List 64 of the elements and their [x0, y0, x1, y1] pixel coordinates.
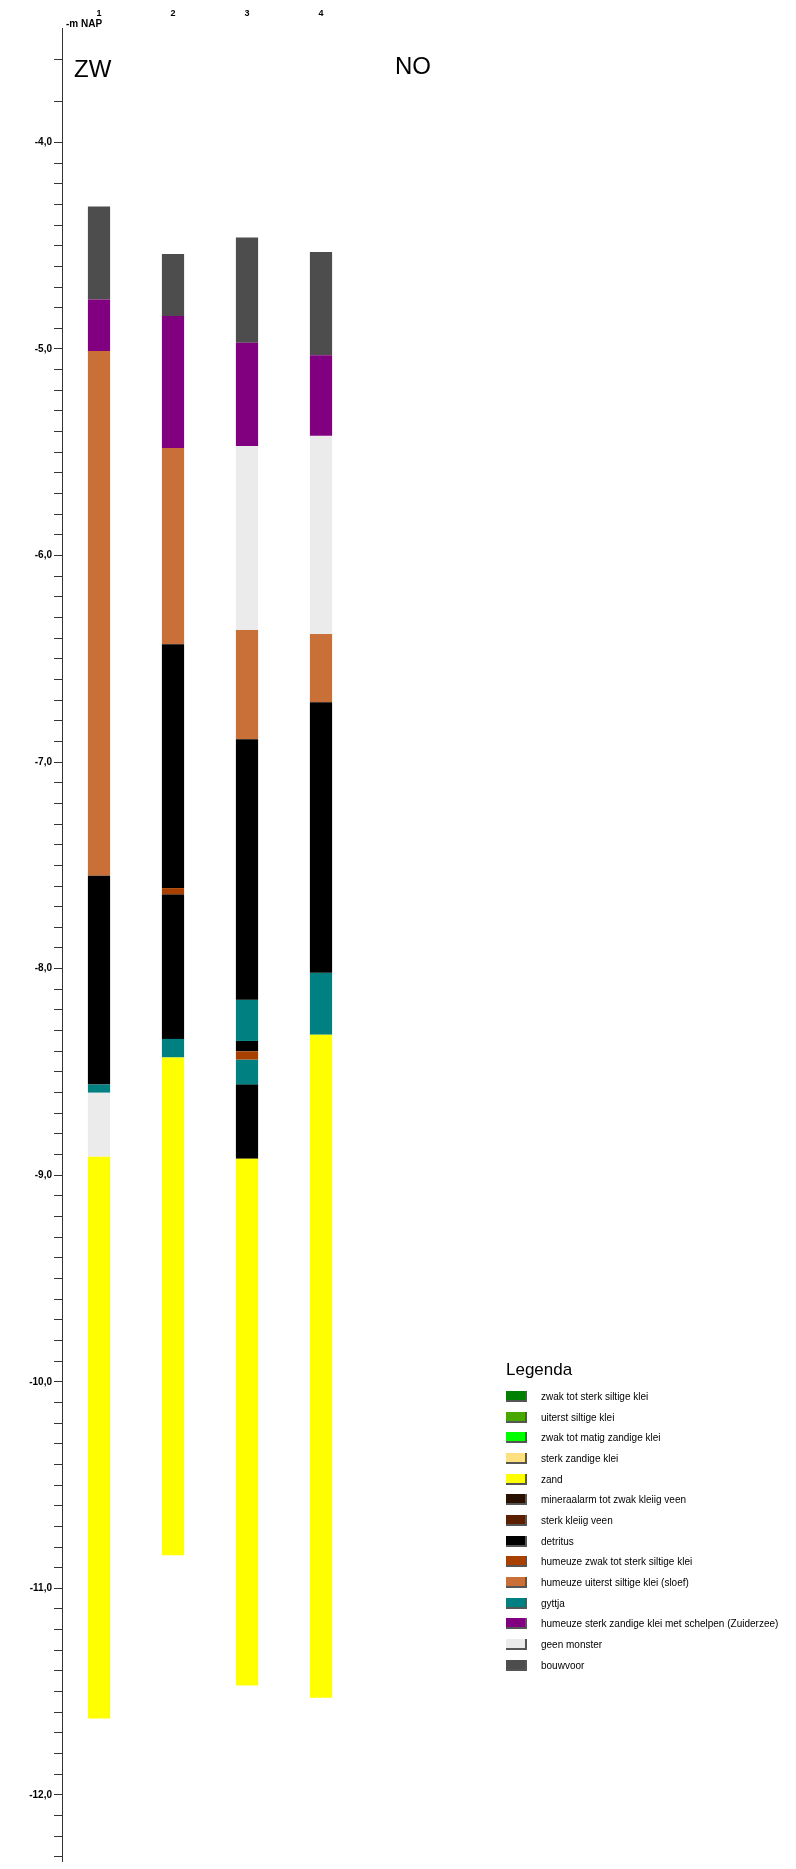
- y-tick-label: -6,0: [34, 549, 53, 561]
- legend-label: detritus: [541, 1535, 574, 1547]
- bar: [309, 702, 333, 973]
- y-tick-label: -11,0: [29, 1582, 53, 1594]
- bar: [235, 1158, 259, 1686]
- legend-label: zwak tot matig zandige klei: [541, 1432, 661, 1444]
- bar: [235, 1059, 259, 1085]
- bar: [235, 999, 259, 1041]
- bar: [235, 342, 259, 447]
- bar: [309, 251, 333, 356]
- bar: [87, 206, 111, 300]
- bar: [87, 1156, 111, 1719]
- legend-label: geen monster: [541, 1639, 603, 1651]
- legend-label: zwak tot sterk siltige klei: [541, 1390, 649, 1402]
- legend-label: mineraalarm tot zwak kleiig veen: [541, 1494, 687, 1506]
- y-tick-label: -7,0: [34, 755, 53, 767]
- bar: [235, 1040, 259, 1052]
- bar: [309, 355, 333, 436]
- bar: [235, 1084, 259, 1159]
- text: NO: [395, 52, 431, 80]
- legend-label: humeuze zwak tot sterk siltige klei: [541, 1556, 693, 1568]
- y-tick-label: -4,0: [34, 136, 53, 148]
- legend-label: humeuze sterk zandige klei met schelpen (Zuiderzee): [541, 1618, 779, 1630]
- x-tick-label: 4: [318, 7, 324, 18]
- x-tick-label: 1: [96, 7, 102, 18]
- x-tick-label: 3: [244, 7, 250, 18]
- legend-label: uiterst siltige klei: [541, 1411, 615, 1423]
- y-tick-label: -10,0: [29, 1375, 53, 1387]
- legend-label: zand: [541, 1473, 563, 1485]
- legend-label: sterk kleiig veen: [541, 1514, 613, 1526]
- bar: [161, 1038, 185, 1058]
- bar: [161, 448, 185, 645]
- bar: [161, 253, 185, 316]
- legend-label: gyttja: [541, 1597, 565, 1609]
- y-axis-title: -m NAP: [66, 18, 103, 29]
- annotation: ZW: [74, 55, 112, 83]
- bar: [87, 1084, 111, 1093]
- bar: [87, 351, 111, 876]
- bar: [235, 237, 259, 343]
- bar: [309, 1034, 333, 1698]
- bar: [235, 739, 259, 1000]
- bar: [161, 894, 185, 1039]
- bar: [161, 644, 185, 889]
- bar: [235, 446, 259, 630]
- bar: [161, 888, 185, 895]
- bar: [235, 629, 259, 740]
- bar: [309, 634, 333, 703]
- legend-title: Legenda: [506, 1360, 574, 1380]
- legend-label: bouwvoor: [541, 1659, 585, 1671]
- bar: [309, 972, 333, 1035]
- legend-label: humeuze uiterst siltige klei (sloef): [541, 1577, 689, 1589]
- bar: [87, 1092, 111, 1157]
- bar: [309, 435, 333, 635]
- bar: [235, 1051, 259, 1060]
- bar: [87, 875, 111, 1085]
- x-tick-label: 2: [170, 7, 176, 18]
- bar: [87, 299, 111, 352]
- y-tick-label: -5,0: [34, 342, 53, 354]
- bar: [161, 1057, 185, 1556]
- y-tick-label: -8,0: [34, 962, 53, 974]
- y-tick-label: -12,0: [29, 1788, 53, 1800]
- y-tick-label: -9,0: [34, 1168, 53, 1180]
- bar: [161, 315, 185, 449]
- legend-label: sterk zandige klei: [541, 1452, 619, 1464]
